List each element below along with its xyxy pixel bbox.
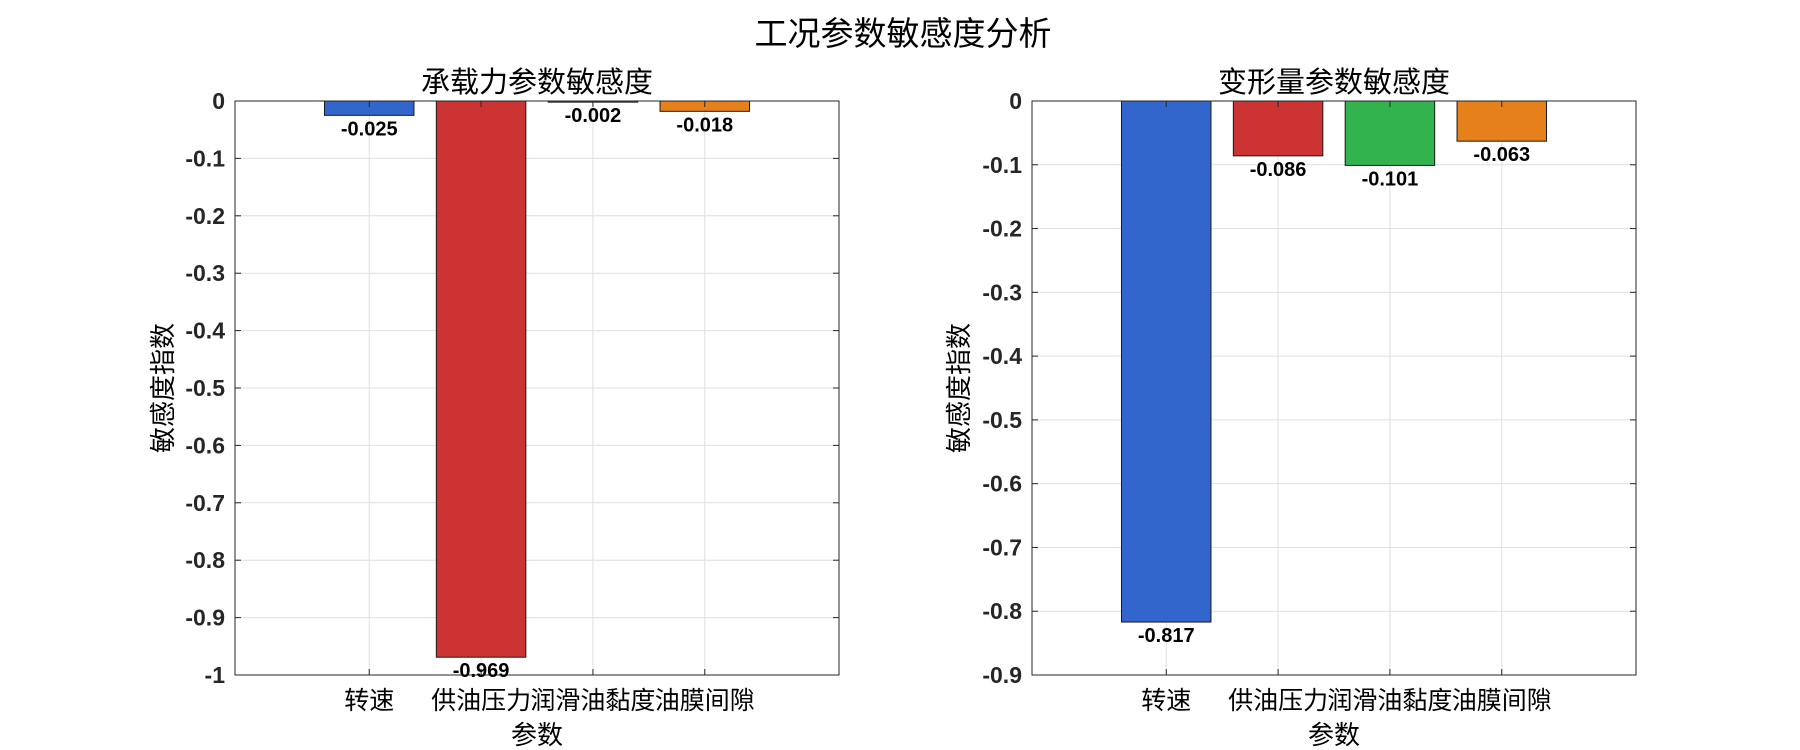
y-axis-label: 敏感度指数 xyxy=(149,323,179,453)
data-label-1: -0.817 xyxy=(1138,625,1195,647)
x-tick-label: 转速 xyxy=(344,686,394,715)
y-tick-label: -0.6 xyxy=(982,471,1022,497)
x-axis-label: 参数 xyxy=(511,721,563,750)
data-label-4: -0.018 xyxy=(676,114,733,136)
y-tick-label: -0.4 xyxy=(185,318,225,344)
bar-2 xyxy=(1232,100,1324,157)
data-label-2: -0.086 xyxy=(1250,159,1307,181)
plot-area: 0 -0.1 -0.2 -0.3 -0.4 -0.5 -0.6 -0.7 -0.8 -0.9 转速 供… xyxy=(982,88,1637,715)
y-tick-label: -0.8 xyxy=(185,547,225,573)
figure-title: 工况参数敏感度分析 xyxy=(755,14,1052,53)
chart-load-capacity-sensitivity: 0 -0.1 -0.2 -0.3 -0.4 -0.5 -0.6 -0.7 -0.8 -0.9 -1 转… xyxy=(149,65,840,750)
x-tick-label: 供油压力 xyxy=(1228,686,1328,715)
y-tick-label: 0 xyxy=(212,88,225,114)
chart-title: 承载力参数敏感度 xyxy=(421,65,653,99)
data-label-4: -0.063 xyxy=(1473,144,1530,166)
y-tick-label: -0.1 xyxy=(185,145,225,171)
plot-area: 0 -0.1 -0.2 -0.3 -0.4 -0.5 -0.6 -0.7 -0.8 -0.9 -1 转… xyxy=(185,88,840,715)
y-tick-label: -0.5 xyxy=(982,407,1022,433)
bar-4 xyxy=(1456,100,1548,142)
x-axis-label: 参数 xyxy=(1308,721,1360,750)
axes-box xyxy=(1031,100,1637,676)
x-tick-label: 供油压力 xyxy=(431,686,531,715)
bar-2 xyxy=(435,100,527,658)
y-tick-label: -0.3 xyxy=(982,279,1022,305)
y-tick-label: -1 xyxy=(205,662,226,688)
y-tick-label: -0.7 xyxy=(185,490,225,516)
y-tick-label: -0.8 xyxy=(982,598,1022,624)
bar-3 xyxy=(1344,100,1436,166)
chart-deformation-sensitivity: 0 -0.1 -0.2 -0.3 -0.4 -0.5 -0.6 -0.7 -0.8 -0.9 转速 供… xyxy=(945,65,1637,750)
x-tick-label: 润滑油黏度 xyxy=(1327,686,1452,715)
data-label-1: -0.025 xyxy=(341,118,398,140)
y-axis-label: 敏感度指数 xyxy=(945,323,975,453)
y-tick-label: -0.1 xyxy=(982,152,1022,178)
x-tick-label: 润滑油黏度 xyxy=(530,686,655,715)
y-tick-label: -0.2 xyxy=(185,203,225,229)
y-tick-label: 0 xyxy=(1009,88,1022,114)
y-tick-label: -0.7 xyxy=(982,534,1022,560)
bar-1 xyxy=(1120,100,1212,623)
y-tick-label: -0.4 xyxy=(982,343,1022,369)
y-tick-label: -0.9 xyxy=(982,662,1022,688)
x-tick-label: 油膜间隙 xyxy=(655,686,755,715)
y-tick-label: -0.2 xyxy=(982,216,1022,242)
y-tick-label: -0.3 xyxy=(185,260,225,286)
data-label-2: -0.969 xyxy=(453,660,510,682)
data-label-3: -0.101 xyxy=(1362,168,1419,190)
chart-title: 变形量参数敏感度 xyxy=(1218,65,1450,99)
x-tick-label: 油膜间隙 xyxy=(1452,686,1552,715)
y-tick-label: -0.5 xyxy=(185,375,225,401)
data-label-3: -0.002 xyxy=(565,105,622,127)
y-tick-label: -0.9 xyxy=(185,605,225,631)
x-tick-label: 转速 xyxy=(1141,686,1191,715)
y-tick-label: -0.6 xyxy=(185,432,225,458)
